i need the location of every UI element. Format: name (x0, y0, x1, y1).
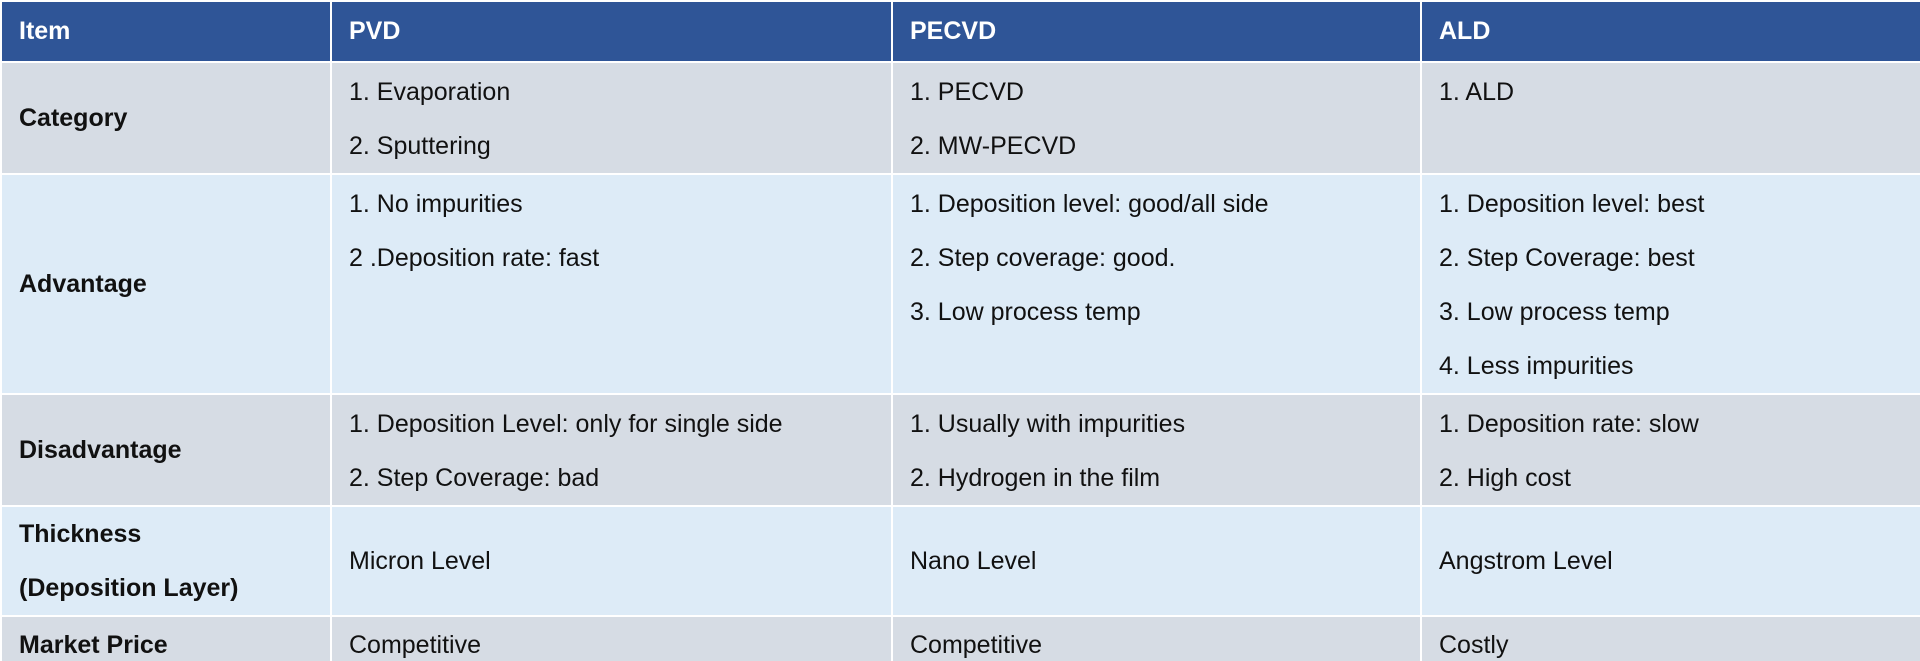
table-cell: 1. Deposition level: best 2. Step Coverag… (1420, 173, 1920, 395)
table-cell: 1. PECVD 2. MW-PECVD (891, 61, 1422, 175)
cell-line: Competitive (910, 630, 1042, 659)
row-label: Market Price (0, 615, 332, 661)
cell-line: 1. Deposition level: good/all side (910, 190, 1269, 218)
cell-line: 2. Step Coverage: best (1439, 244, 1695, 272)
cell-line: 1. Deposition Level: only for single sid… (349, 410, 783, 438)
cell-line: 1. ALD (1439, 78, 1515, 106)
cell-line: 3. Low process temp (1439, 298, 1670, 326)
cell-line: 1. Usually with impurities (910, 410, 1186, 438)
cell-line: 4. Less impurities (1439, 352, 1634, 380)
label-line: (Deposition Layer) (19, 574, 239, 602)
row-label: Thickness (Deposition Layer) (0, 505, 332, 617)
header-cell: Item (0, 0, 332, 63)
label-line: Category (19, 104, 128, 132)
cell-line: 2. Sputtering (349, 132, 491, 160)
label-line: Market Price (19, 630, 168, 659)
table-cell: 1. Deposition Level: only for single sid… (330, 393, 893, 507)
cell-line: Competitive (349, 630, 481, 659)
row-label: Category (0, 61, 332, 175)
header-cell: PVD (330, 0, 893, 63)
table-cell: Micron Level (330, 505, 893, 617)
table-cell: 1. ALD (1420, 61, 1920, 175)
cell-line: 2. Step Coverage: bad (349, 464, 600, 492)
table-cell: Angstrom Level (1420, 505, 1920, 617)
cell-line: 1. Evaporation (349, 78, 511, 106)
cell-line: 1. PECVD (910, 78, 1024, 106)
table-cell: 1. Evaporation 2. Sputtering (330, 61, 893, 175)
table-cell: Competitive (891, 615, 1422, 661)
table-cell: Competitive (330, 615, 893, 661)
table-row: Market Price Competitive Competitive Costly (0, 615, 1920, 661)
row-label: Advantage (0, 173, 332, 395)
table-cell: 1. No impurities 2 .Deposition rate: fast (330, 173, 893, 395)
cell-line: 1. Deposition rate: slow (1439, 410, 1699, 438)
table-cell: 1. Deposition rate: slow 2. High cost (1420, 393, 1920, 507)
cell-line: 2. Hydrogen in the film (910, 464, 1161, 492)
table-row: Category 1. Evaporation 2. Sputtering 1. PE… (0, 61, 1920, 175)
table-body: Category 1. Evaporation 2. Sputtering 1. PE… (0, 61, 1920, 661)
cell-line: Costly (1439, 630, 1509, 659)
cell-line: Angstrom Level (1439, 547, 1613, 575)
cell-line: 2. Step coverage: good. (910, 244, 1176, 272)
row-label: Disadvantage (0, 393, 332, 507)
cell-line: 2 .Deposition rate: fast (349, 244, 600, 272)
table-cell: Nano Level (891, 505, 1422, 617)
label-line: Advantage (19, 270, 147, 298)
cell-line: Micron Level (349, 547, 491, 575)
header-row: Item PVD PECVD ALD (0, 0, 1920, 63)
table-cell: 1. Usually with impurities 2. Hydrogen in… (891, 393, 1422, 507)
header-cell: ALD (1420, 0, 1920, 63)
cell-line: 1. No impurities (349, 190, 523, 218)
table-cell: Costly (1420, 615, 1920, 661)
cell-line: Nano Level (910, 547, 1037, 575)
table-row: Thickness (Deposition Layer) Micron Level N… (0, 505, 1920, 617)
label-line: Thickness (19, 520, 142, 548)
cell-line: 1. Deposition level: best (1439, 190, 1705, 218)
table-row: Advantage 1. No impurities 2 .Deposition r… (0, 173, 1920, 395)
table-row: Disadvantage 1. Deposition Level: only fo… (0, 393, 1920, 507)
cell-line: 2. High cost (1439, 464, 1572, 492)
cell-line: 3. Low process temp (910, 298, 1141, 326)
cell-line: 2. MW-PECVD (910, 132, 1077, 160)
table-cell: 1. Deposition level: good/all side 2. Ste… (891, 173, 1422, 395)
label-line: Disadvantage (19, 436, 182, 464)
header-cell: PECVD (891, 0, 1422, 63)
